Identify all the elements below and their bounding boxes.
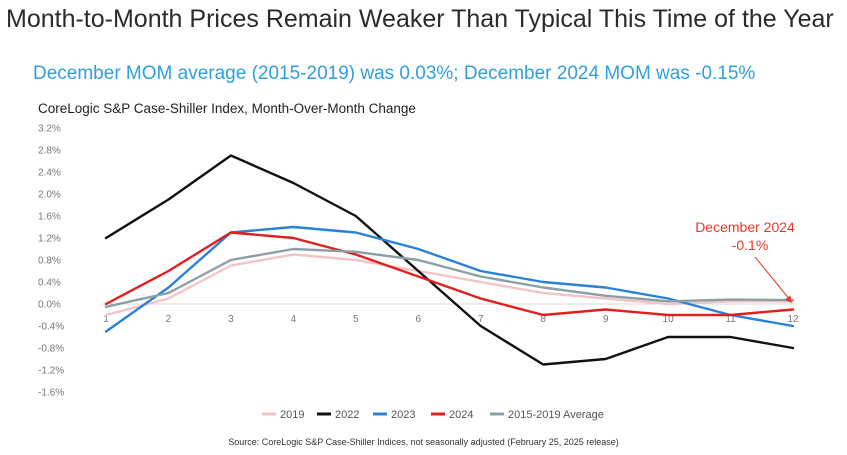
x-tick-label: 7 [478, 314, 484, 325]
legend-label: 2019 [280, 409, 304, 421]
page-subtitle: December MOM average (2015-2019) was 0.0… [33, 63, 756, 84]
y-tick-label: 2.0% [38, 190, 61, 201]
annotation-arrow [754, 256, 792, 302]
annotation: December 2024 -0.1% [695, 219, 795, 303]
y-tick-label: -1.6% [38, 388, 64, 399]
chart-title: CoreLogic S&P Case-Shiller Index, Month-… [38, 101, 416, 116]
x-tick-label: 1 [103, 314, 109, 325]
series-lines [104, 154, 795, 366]
annotation-label: December 2024 [695, 219, 795, 235]
y-tick-label: 2.8% [38, 146, 61, 157]
x-tick-label: 9 [603, 314, 609, 325]
y-tick-label: 0.4% [38, 278, 61, 289]
y-axis: 3.2% 2.8% 2.4% 2.0% 1.6% 1.2% 0.8% 0.4% 0.0% -0.4… [38, 124, 64, 399]
page-title: Month-to-Month Prices Remain Weaker Than… [6, 5, 834, 33]
legend-label: 2015-2019 Average [508, 409, 604, 421]
y-tick-label: 0.0% [38, 300, 61, 311]
series-line-2022 [104, 154, 795, 366]
y-tick-label: -0.8% [38, 344, 64, 355]
y-tick-label: 3.2% [38, 124, 61, 135]
series-line-2015-2019-average [104, 247, 795, 308]
y-tick-label: -0.4% [38, 322, 64, 333]
x-tick-label: 12 [787, 314, 799, 325]
y-tick-label: 0.8% [38, 256, 61, 267]
annotation-arrowhead [784, 295, 792, 303]
x-tick-label: 3 [228, 314, 234, 325]
y-tick-label: 2.4% [38, 168, 61, 179]
x-tick-label: 5 [353, 314, 359, 325]
legend: 2019 2022 2023 2024 2015-2019 Average [262, 409, 604, 421]
y-tick-label: -1.2% [38, 366, 64, 377]
source-note: Source: CoreLogic S&P Case-Shiller Indic… [228, 437, 619, 447]
annotation-value: -0.1% [732, 237, 769, 253]
legend-label: 2023 [391, 409, 415, 421]
x-tick-label: 2 [166, 314, 172, 325]
series-line-2019 [104, 253, 795, 317]
x-tick-label: 10 [663, 314, 675, 325]
y-tick-label: 1.2% [38, 234, 61, 245]
series-line-2024 [104, 231, 795, 317]
legend-label: 2022 [335, 409, 359, 421]
legend-label: 2024 [449, 409, 473, 421]
x-tick-label: 8 [540, 314, 546, 325]
x-axis: 1 2 3 4 5 6 7 8 9 10 11 12 [103, 314, 799, 325]
x-tick-label: 6 [415, 314, 421, 325]
x-tick-label: 4 [291, 314, 297, 325]
y-tick-label: 1.6% [38, 212, 61, 223]
x-tick-label: 11 [725, 314, 736, 325]
